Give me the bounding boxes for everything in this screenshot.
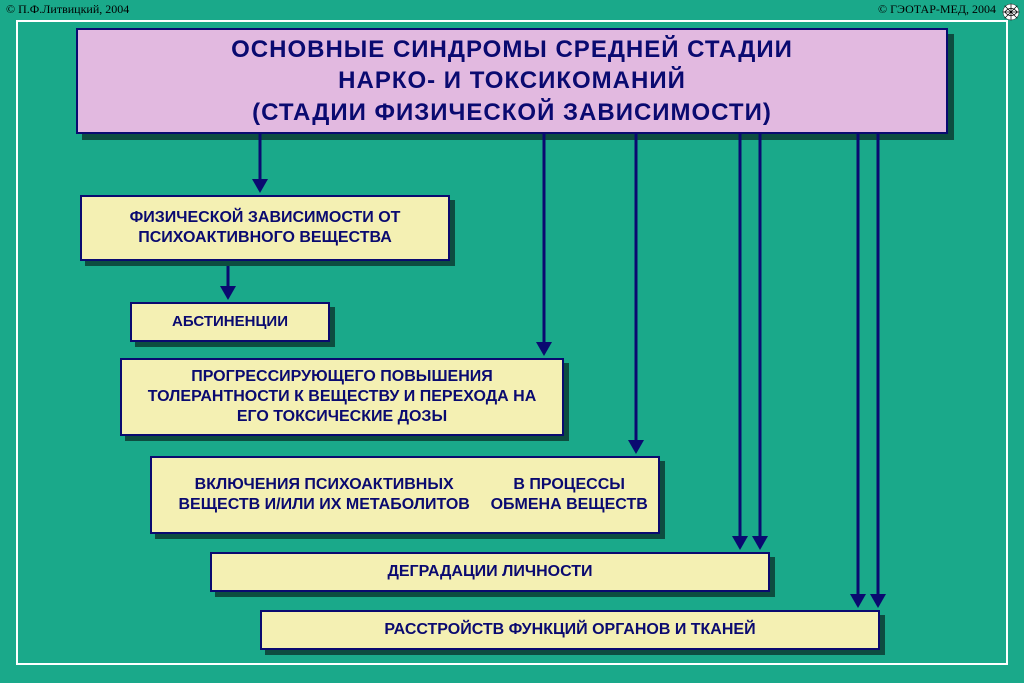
node-n2: АБСТИНЕНЦИИ	[130, 302, 330, 342]
node-n5: ДЕГРАДАЦИИ ЛИЧНОСТИ	[210, 552, 770, 592]
title-line-1: ОСНОВНЫЕ СИНДРОМЫ СРЕДНЕЙ СТАДИИ	[231, 34, 793, 65]
slide-canvas: © П.Ф.Литвицкий, 2004 © ГЭОТАР-МЕД, 2004…	[0, 0, 1024, 683]
node-n4: ВКЛЮЧЕНИЯ ПСИХОАКТИВНЫХ ВЕЩЕСТВ И/ИЛИ ИХ…	[150, 456, 660, 534]
title-line-2: НАРКО- И ТОКСИКОМАНИЙ	[338, 65, 686, 96]
node-n3: ПРОГРЕССИРУЮЩЕГО ПОВЫШЕНИЯ ТОЛЕРАНТНОСТИ…	[120, 358, 564, 436]
publisher-icon	[1002, 3, 1020, 21]
node-n1: ФИЗИЧЕСКОЙ ЗАВИСИМОСТИ ОТ ПСИХОАКТИВНОГО…	[80, 195, 450, 261]
diagram-title: ОСНОВНЫЕ СИНДРОМЫ СРЕДНЕЙ СТАДИИ НАРКО- …	[76, 28, 948, 134]
copyright-right: © ГЭОТАР-МЕД, 2004	[878, 2, 996, 17]
copyright-left: © П.Ф.Литвицкий, 2004	[6, 2, 129, 17]
title-line-3: (СТАДИИ ФИЗИЧЕСКОЙ ЗАВИСИМОСТИ)	[252, 97, 772, 128]
node-n6: РАССТРОЙСТВ ФУНКЦИЙ ОРГАНОВ И ТКАНЕЙ	[260, 610, 880, 650]
